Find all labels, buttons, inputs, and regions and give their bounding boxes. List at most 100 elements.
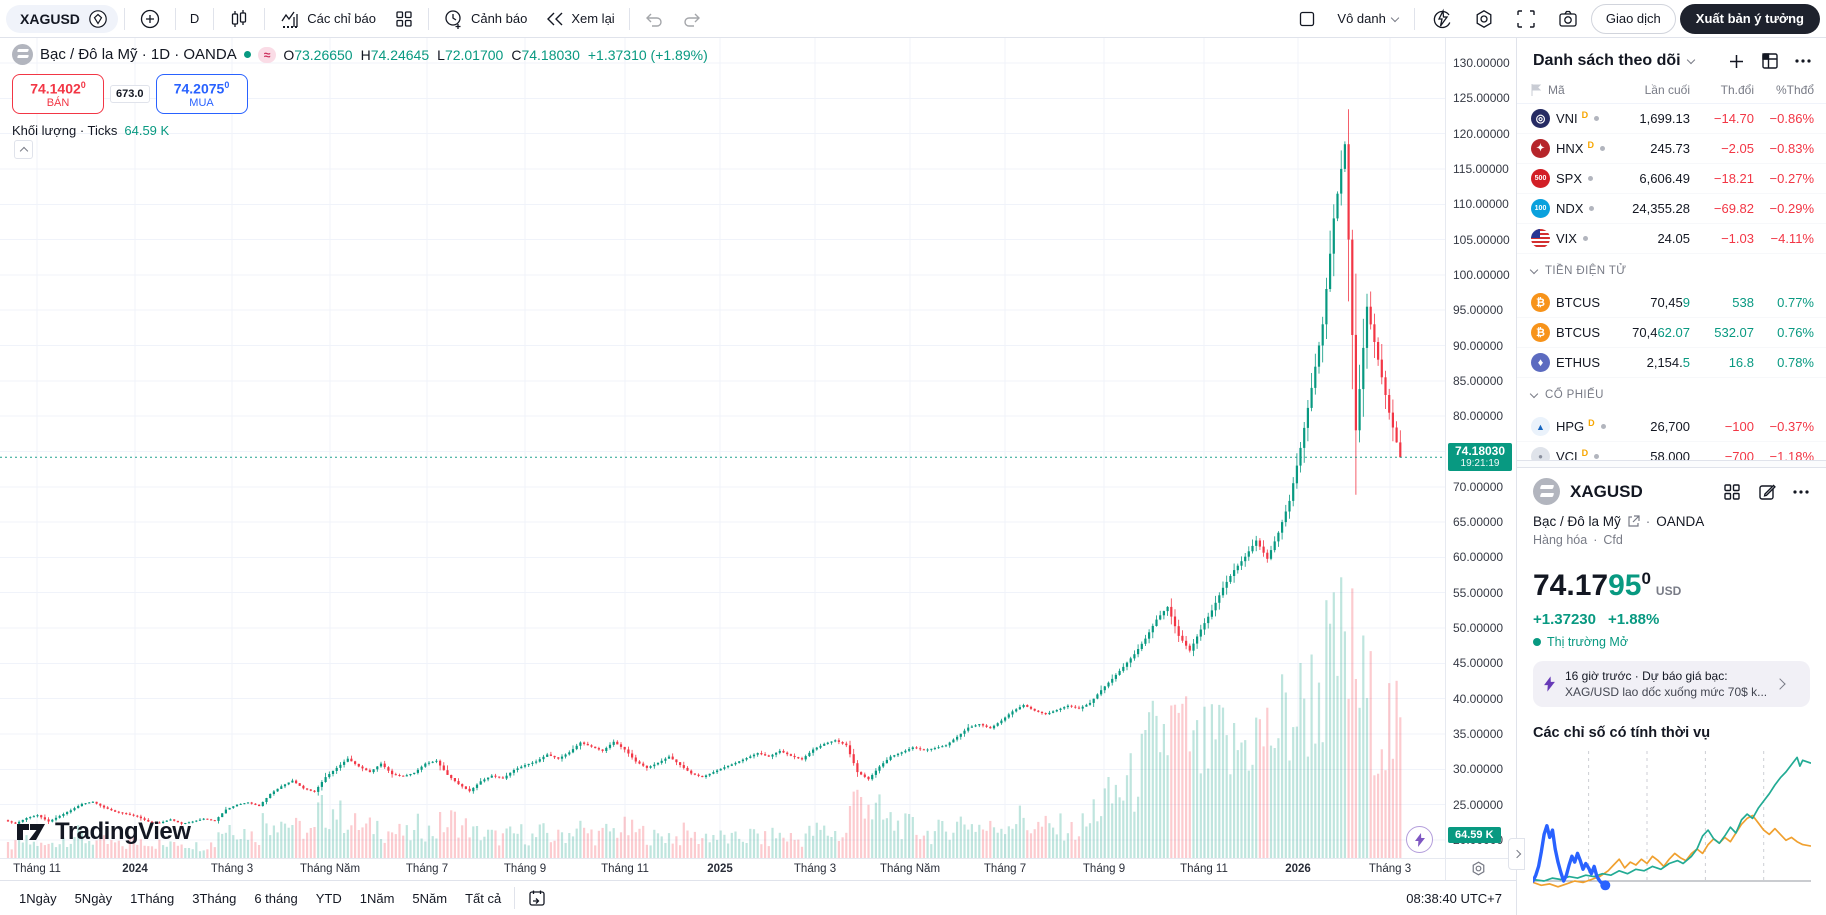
seasonal-mini-chart[interactable]	[1533, 745, 1811, 893]
price-tick-label: 45.00000	[1453, 656, 1504, 671]
add-symbol-icon[interactable]	[1727, 52, 1746, 71]
settings-gear-icon	[1473, 8, 1495, 30]
watchlist-row[interactable]: ▲ HPG D 26,700 −100 −0.37%	[1517, 412, 1826, 442]
templates-grid-icon	[394, 9, 414, 29]
chart-legend: Bạc / Đô la Mỹ · 1D · OANDA ≈ O73.26650 …	[12, 44, 708, 138]
detail-grid-icon[interactable]	[1722, 482, 1742, 502]
watchlist-row[interactable]: ₿ BTCUS 70,459 538 0.77%	[1517, 288, 1826, 318]
watchlist-more-icon[interactable]	[1794, 58, 1812, 64]
detail-type: Hàng hóa	[1533, 533, 1588, 547]
detail-type2: Cfd	[1603, 533, 1623, 547]
compare-add-button[interactable]	[131, 5, 169, 33]
symbol-lookup-icon[interactable]	[88, 9, 108, 29]
indicators-button[interactable]: Các chỉ báo	[271, 5, 384, 33]
symbol-detail-panel: XAGUSD Bạc / Đô la Mỹ · OANDA Hà	[1517, 468, 1826, 893]
range-button[interactable]: 1Ngày	[10, 887, 66, 910]
clock-timezone[interactable]: 08:38:40 UTC+7	[1406, 890, 1502, 906]
volume-indicator-label[interactable]: Khối lượng · Ticks	[12, 123, 118, 138]
time-tick-label: 2025	[707, 863, 733, 875]
price-scale-settings-icon[interactable]	[1470, 860, 1487, 877]
watchlist-section[interactable]: TIỀN ĐIỆN TỬ	[1517, 254, 1826, 288]
news-card[interactable]: 16 giờ trước · Dự báo giá bạc: XAG/USD l…	[1533, 661, 1810, 707]
events-lightning-button[interactable]	[1406, 826, 1433, 853]
watchlist-row[interactable]: ♦ ETHUS 2,154.5 16.8 0.78%	[1517, 348, 1826, 378]
range-button[interactable]: 1Tháng	[121, 887, 183, 910]
range-button[interactable]: 6 tháng	[245, 887, 306, 910]
panel-collapse-handle[interactable]	[1508, 838, 1525, 870]
range-button[interactable]: Tất cả	[456, 887, 510, 910]
delayed-badge: D	[1581, 109, 1589, 120]
last-price-value: 74.18030	[1454, 444, 1506, 459]
price-tick-label: 115.00000	[1453, 161, 1509, 176]
indicators-label: Các chỉ báo	[307, 11, 376, 26]
alert-label: Cảnh báo	[470, 11, 528, 26]
watchlist-view-icon[interactable]	[1760, 51, 1780, 71]
range-button[interactable]: YTD	[307, 887, 351, 910]
undo-button[interactable]	[636, 5, 672, 33]
indicators-icon	[279, 8, 301, 30]
delayed-badge: D	[1581, 447, 1589, 458]
watchlist-row[interactable]: 100 NDX 24,355.28 −69.82 −0.29%	[1517, 194, 1826, 224]
legend-collapse-button[interactable]	[14, 140, 33, 159]
price-axis[interactable]: 74.18030 19:21:19 64.59 K 130.00000 125.0…	[1446, 38, 1516, 858]
watchlist-row[interactable]: ₿ BTCUS 70,462.07 532.07 0.76%	[1517, 318, 1826, 348]
interval-button[interactable]: D	[182, 5, 207, 33]
time-tick-label: Tháng 11	[601, 863, 649, 875]
compose-idea-icon[interactable]	[1757, 482, 1777, 502]
price-tick-label: 80.00000	[1453, 409, 1504, 424]
replay-button[interactable]: Xem lại	[537, 5, 622, 33]
time-axis[interactable]: Tháng 11 2024 Tháng 3 Tháng Năm Tháng 7 Tháng…	[0, 859, 1445, 880]
chart-style-button[interactable]	[220, 5, 258, 33]
trade-button[interactable]: Giao dịch	[1590, 3, 1676, 34]
watchlist-row[interactable]: ● VCI D 58,000 −700 −1.18%	[1517, 442, 1826, 460]
watchlist-row[interactable]: 500 SPX 6,606.49 −18.21 −0.27%	[1517, 164, 1826, 194]
market-open-dot-icon	[1533, 638, 1541, 646]
price-tick-label: 125.00000	[1453, 91, 1510, 106]
buy-button[interactable]: 74.20750 MUA	[155, 74, 248, 114]
watchlist-title-button[interactable]: Danh sách theo dõi	[1533, 52, 1695, 70]
news-line1: 16 giờ trước · Dự báo giá bạc:	[1565, 669, 1728, 683]
range-button[interactable]: 5Ngày	[66, 887, 122, 910]
chevron-down-icon	[1686, 55, 1695, 65]
time-tick-label: Tháng Năm	[879, 863, 941, 875]
detail-name[interactable]: Bạc / Đô la Mỹ	[1533, 514, 1621, 529]
price-tick-label: 105.00000	[1453, 232, 1510, 247]
detail-symbol[interactable]: XAGUSD	[1570, 481, 1643, 501]
watchlist-row[interactable]: ◎ VNI D 1,699.13 −14.70 −0.86%	[1517, 104, 1826, 134]
symbol-search-button[interactable]: XAGUSD	[6, 4, 118, 33]
fullscreen-button[interactable]	[1507, 5, 1545, 33]
quick-actions-button[interactable]	[1423, 5, 1461, 33]
watchlist-body: ◎ VNI D 1,699.13 −14.70 −0.86% ✦ HNX D 245.73 −2.0…	[1517, 104, 1826, 460]
range-button[interactable]: 3Tháng	[183, 887, 245, 910]
watchlist-row[interactable]: VIX 24.05 −1.03 −4.11%	[1517, 224, 1826, 254]
indicator-templates-button[interactable]	[386, 5, 422, 33]
alert-button[interactable]: Cảnh báo	[435, 5, 535, 33]
settings-button[interactable]	[1465, 5, 1503, 33]
sell-button[interactable]: 74.14020 BÁN	[12, 74, 104, 114]
layout-select-button[interactable]	[1289, 5, 1325, 33]
layout-icon	[1297, 9, 1317, 29]
price-tick-label: 65.00000	[1453, 515, 1504, 530]
redo-button[interactable]	[674, 5, 710, 33]
chevron-down-icon	[1390, 13, 1400, 22]
symbol-logo: ▲	[1531, 417, 1550, 436]
lightning-icon	[1414, 832, 1426, 847]
user-menu-button[interactable]: Vô danh	[1329, 5, 1405, 33]
external-link-icon[interactable]	[1627, 515, 1640, 528]
range-button[interactable]: 1Năm	[351, 887, 404, 910]
range-button[interactable]: 5Năm	[403, 887, 456, 910]
symbol-search-label: XAGUSD	[20, 10, 80, 27]
detail-more-icon[interactable]	[1792, 489, 1810, 495]
calendar-icon	[527, 888, 547, 908]
watchlist-section[interactable]: CỔ PHIẾU	[1517, 378, 1826, 412]
panel-resize-handle[interactable]	[1517, 460, 1826, 468]
publish-idea-button[interactable]: Xuất bản ý tưởng	[1679, 3, 1820, 34]
snapshot-button[interactable]	[1549, 5, 1587, 33]
watchlist-row[interactable]: ✦ HNX D 245.73 −2.05 −0.83%	[1517, 134, 1826, 164]
go-to-date-button[interactable]	[519, 884, 555, 912]
legend-title[interactable]: Bạc / Đô la Mỹ · 1D · OANDA	[40, 46, 237, 63]
symbol-logo: 500	[1531, 169, 1550, 188]
price-tick-label: 70.00000	[1453, 479, 1504, 494]
price-tick-label: 85.00000	[1453, 373, 1504, 388]
main-price-chart[interactable]	[0, 0, 1516, 915]
